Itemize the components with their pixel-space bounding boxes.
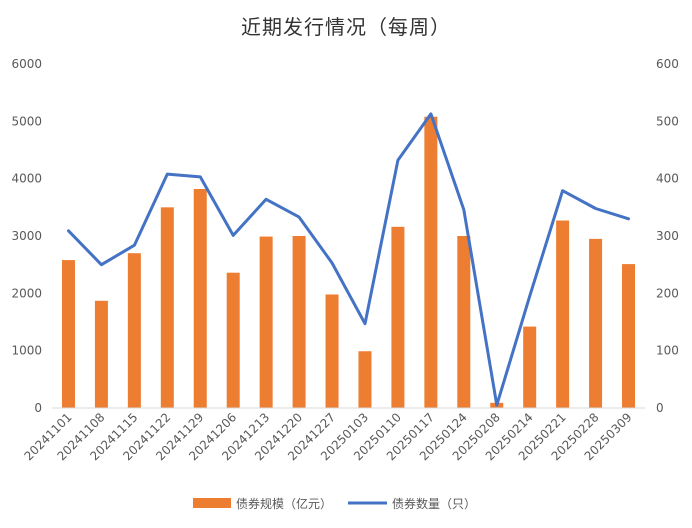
legend: 债券规模（亿元） 债券数量（只） [193, 496, 476, 511]
bar [523, 326, 537, 408]
legend-line-label: 债券数量（只） [392, 496, 476, 511]
bar [226, 272, 240, 408]
bar [193, 188, 207, 408]
legend-bar-label: 债券规模（亿元） [236, 496, 332, 511]
y-left-tick-label: 0 [34, 401, 42, 415]
y-right-tick-label: 500 [656, 114, 679, 128]
legend-bar-swatch [193, 498, 231, 508]
bar [325, 294, 339, 408]
bar [424, 116, 438, 408]
series-line [67, 112, 630, 407]
bar [358, 351, 372, 408]
bar [127, 253, 141, 408]
bar [457, 236, 471, 408]
chart-title: 近期发行情况（每周） [241, 15, 451, 39]
y-right-tick-label: 300 [656, 229, 679, 243]
y-left-tick-label: 6000 [11, 57, 42, 71]
y-right-tick-label: 200 [656, 286, 679, 300]
y-left-tick-label: 3000 [11, 229, 42, 243]
bar [292, 236, 306, 408]
plot-area: 0 1000 2000 3000 4000 5000 6000 0 100 200 300 400 50… [11, 57, 678, 463]
bar [391, 226, 405, 408]
bar [61, 260, 75, 408]
y-left-tick-label: 1000 [11, 344, 42, 358]
bar [556, 220, 570, 408]
y-right-tick-label: 600 [656, 57, 679, 71]
bar [94, 300, 108, 408]
bar [259, 236, 273, 408]
bar [589, 238, 603, 408]
bar [622, 264, 636, 408]
bar [160, 207, 174, 408]
y-left-tick-label: 5000 [11, 114, 42, 128]
y-left-tick-label: 2000 [11, 286, 42, 300]
y-right-tick-label: 100 [656, 344, 679, 358]
y-left-tick-label: 4000 [11, 172, 42, 186]
y-right-tick-label: 400 [656, 172, 679, 186]
y-right-tick-label: 0 [656, 401, 664, 415]
